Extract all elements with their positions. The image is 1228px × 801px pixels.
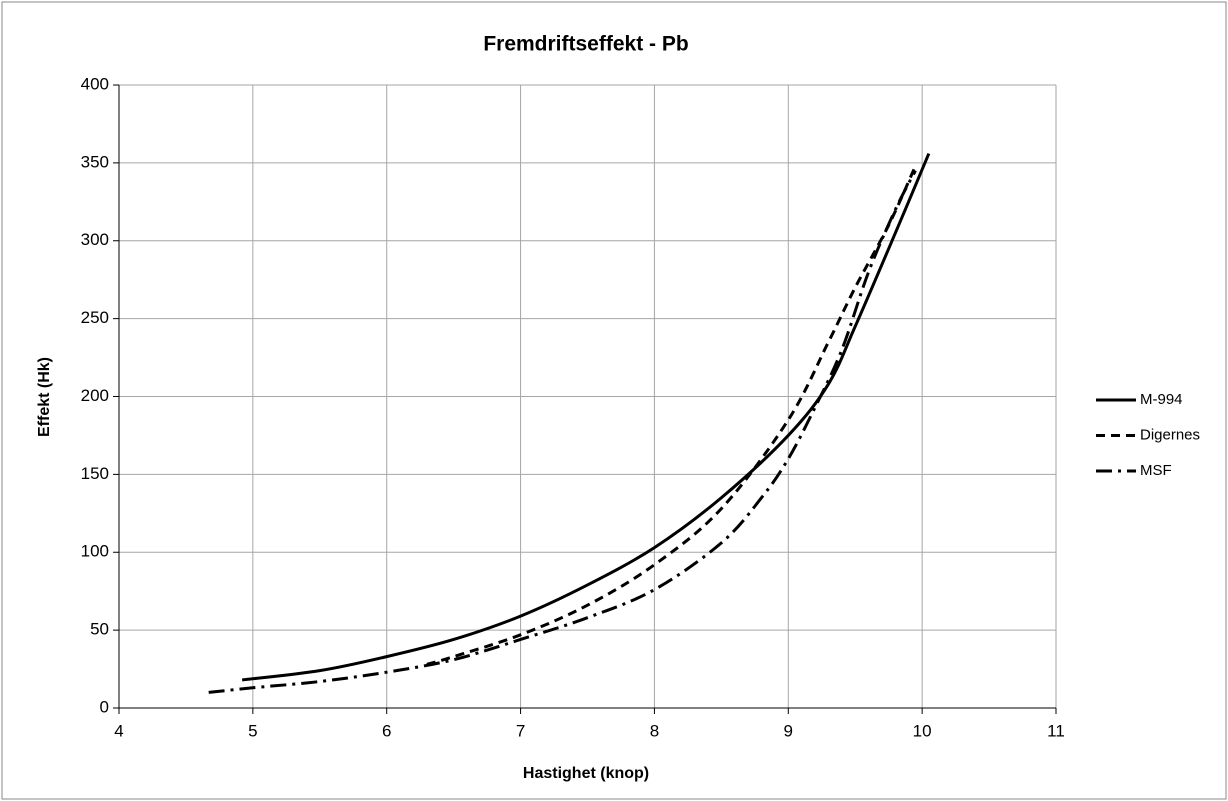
- chart-title: Fremdriftseffekt - Pb: [483, 33, 688, 56]
- x-tick-label: 10: [913, 721, 932, 740]
- y-axis-label: Effekt (Hk): [36, 357, 53, 437]
- y-tick-label: 50: [90, 620, 109, 639]
- x-tick-label: 4: [114, 721, 123, 740]
- y-tick-label: 100: [81, 542, 109, 561]
- x-tick-label: 8: [650, 721, 659, 740]
- legend-label: M-994: [1140, 391, 1183, 408]
- x-tick-label: 9: [784, 721, 793, 740]
- y-tick-label: 400: [81, 74, 109, 93]
- x-tick-label: 6: [382, 721, 391, 740]
- y-tick-label: 300: [81, 230, 109, 249]
- x-tick-label: 7: [516, 721, 525, 740]
- line: [241, 152, 931, 682]
- x-tick-label: 11: [1047, 721, 1065, 740]
- y-tick-label: 150: [81, 464, 109, 483]
- y-tick-label: 250: [81, 308, 109, 327]
- line: [426, 165, 917, 666]
- x-axis-label: Hastighet (knop): [523, 765, 649, 782]
- line: [208, 169, 917, 694]
- y-tick-label: 0: [100, 697, 109, 716]
- legend-label: Digernes: [1140, 426, 1200, 443]
- y-tick-label: 200: [81, 386, 109, 405]
- x-tick-label: 5: [248, 721, 257, 740]
- y-tick-label: 350: [81, 152, 109, 171]
- legend-label: MSF: [1140, 462, 1172, 479]
